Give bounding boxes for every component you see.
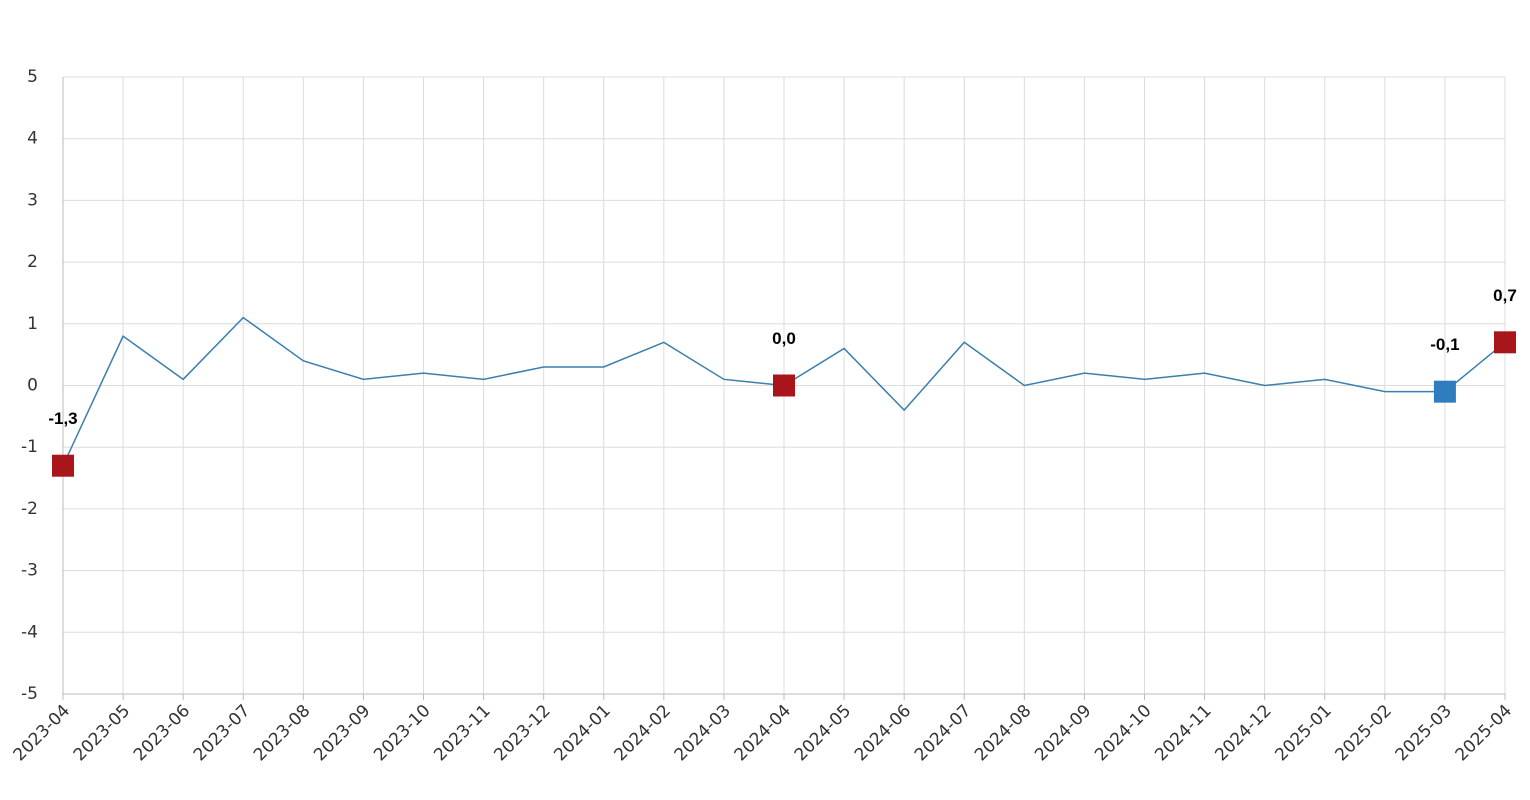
x-tick-label: 2024-03: [671, 701, 735, 765]
x-tick-label: 2024-01: [550, 701, 614, 765]
y-tick-label: -2: [21, 499, 38, 519]
y-tick-label: 3: [27, 190, 38, 210]
y-tick-label: 4: [27, 129, 38, 149]
y-tick-label: 5: [27, 67, 38, 87]
y-tick-label: 0: [27, 376, 38, 396]
x-tick-label: 2023-04: [10, 701, 74, 765]
y-tick-label: -3: [21, 561, 38, 581]
x-tick-label: 2024-11: [1151, 701, 1215, 765]
x-tick-label: 2024-08: [971, 701, 1035, 765]
x-tick-label: 2025-01: [1271, 701, 1335, 765]
x-tick-label: 2024-04: [731, 701, 795, 765]
x-tick-label: 2025-03: [1392, 701, 1456, 765]
marker: [1494, 331, 1516, 354]
marker: [52, 454, 74, 477]
x-tick-label: 2024-05: [791, 701, 855, 765]
value-label: -0,1: [1430, 335, 1459, 354]
y-tick-label: 2: [27, 252, 38, 272]
x-tick-label: 2023-08: [250, 701, 314, 765]
x-tick-label: 2023-05: [70, 701, 134, 765]
x-tick-label: 2024-06: [851, 701, 915, 765]
x-tick-label: 2023-11: [430, 701, 494, 765]
marker: [1433, 380, 1456, 403]
x-tick-label: 2023-12: [490, 701, 554, 765]
value-label: 0,7: [1493, 286, 1517, 305]
x-tick-label: 2023-07: [190, 701, 254, 765]
x-tick-label: 2024-12: [1211, 701, 1275, 765]
x-tick-label: 2023-09: [310, 701, 374, 765]
y-tick-label: -1: [21, 437, 38, 457]
x-tick-label: 2023-06: [130, 701, 194, 765]
x-tick-label: 2023-10: [370, 701, 434, 765]
x-tick-label: 2025-04: [1452, 701, 1516, 765]
value-label: 0,0: [772, 329, 796, 348]
x-tick-label: 2024-07: [911, 701, 975, 765]
x-tick-label: 2024-02: [611, 701, 675, 765]
marker: [773, 374, 795, 397]
y-tick-label: -5: [21, 684, 38, 704]
x-tick-label: 2024-10: [1091, 701, 1155, 765]
value-label: -1,3: [48, 409, 77, 428]
x-tick-label: 2024-09: [1031, 701, 1095, 765]
y-tick-label: 1: [27, 314, 38, 334]
x-tick-label: 2025-02: [1332, 701, 1396, 765]
y-tick-label: -4: [21, 622, 38, 642]
